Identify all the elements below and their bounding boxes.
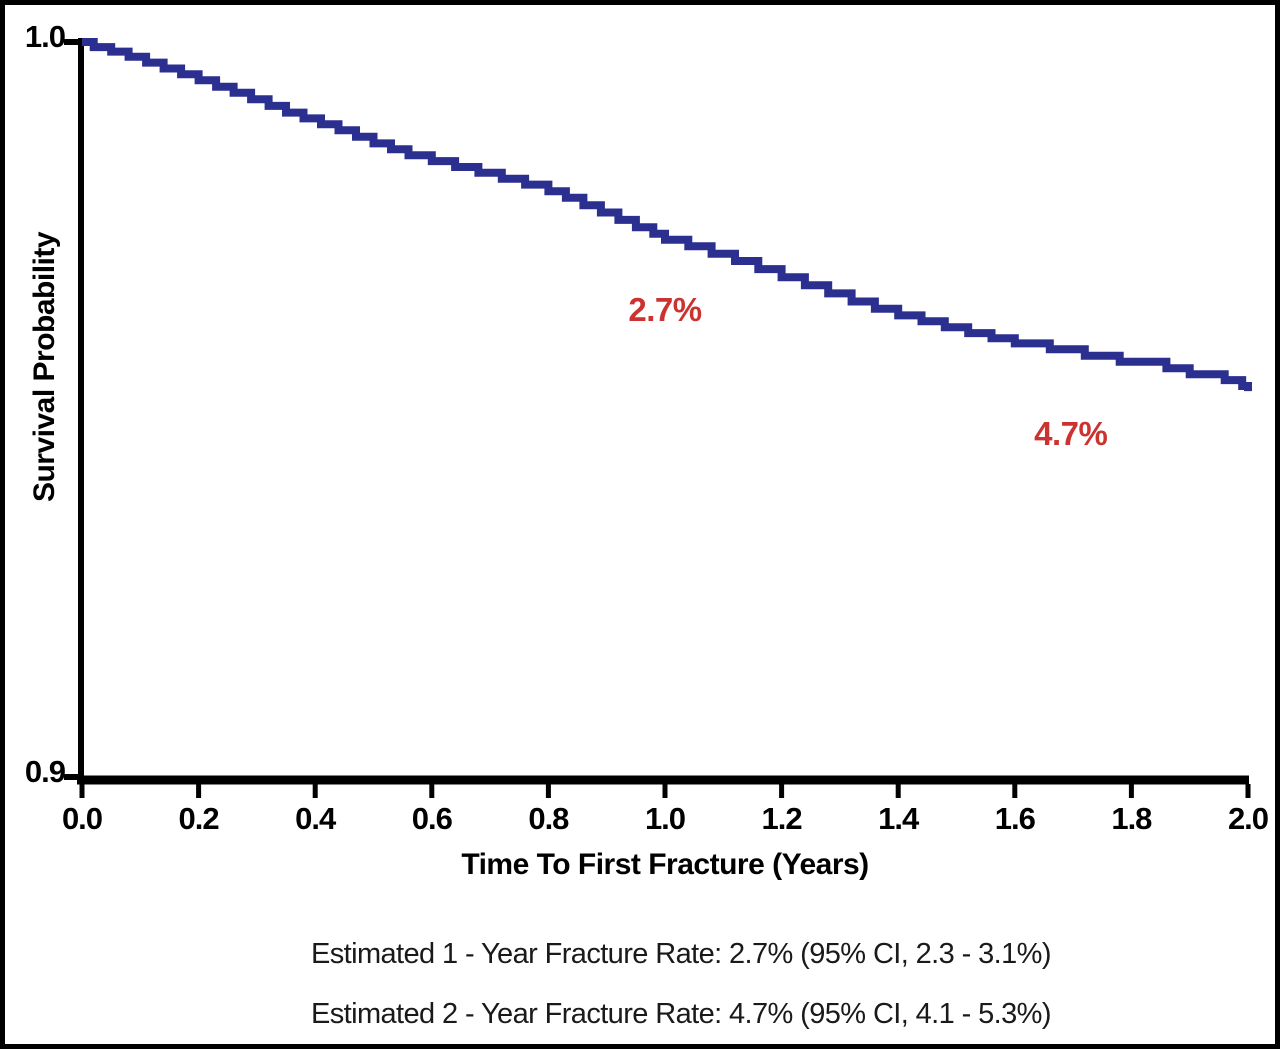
x-tick-label-1.0: 1.0 xyxy=(644,801,686,836)
x-axis-title: Time To First Fracture (Years) xyxy=(461,848,869,881)
annotation-1yr-rate: 2.7% xyxy=(628,290,702,328)
caption-2yr-fracture-rate: Estimated 2 - Year Fracture Rate: 4.7% (… xyxy=(311,998,1052,1030)
x-tick-label-1.2: 1.2 xyxy=(761,801,803,836)
y-tick-label-0.9: 0.9 xyxy=(24,754,66,789)
y-axis-title: Survival Probability xyxy=(28,231,61,503)
x-tick-label-2.0: 2.0 xyxy=(1227,801,1269,836)
x-tick-label-0.8: 0.8 xyxy=(528,801,569,836)
x-tick-label-0.2: 0.2 xyxy=(178,801,220,836)
x-tick-label-0.0: 0.0 xyxy=(61,801,103,836)
x-tick-label-1.8: 1.8 xyxy=(1111,801,1152,836)
annotation-2yr-rate: 4.7% xyxy=(1034,414,1108,452)
y-tick-label-1.0: 1.0 xyxy=(24,19,66,54)
x-tick-label-1.6: 1.6 xyxy=(994,801,1036,836)
y-tick-marks xyxy=(64,39,78,780)
caption-1yr-fracture-rate: Estimated 1 - Year Fracture Rate: 2.7% (… xyxy=(311,938,1052,970)
km-step-curve xyxy=(82,38,1252,392)
x-tick-label-1.4: 1.4 xyxy=(878,801,919,836)
km-plot xyxy=(64,38,1252,798)
x-tick-label-0.6: 0.6 xyxy=(411,801,453,836)
x-tick-label-0.4: 0.4 xyxy=(295,801,336,836)
x-tick-marks xyxy=(79,784,1251,798)
